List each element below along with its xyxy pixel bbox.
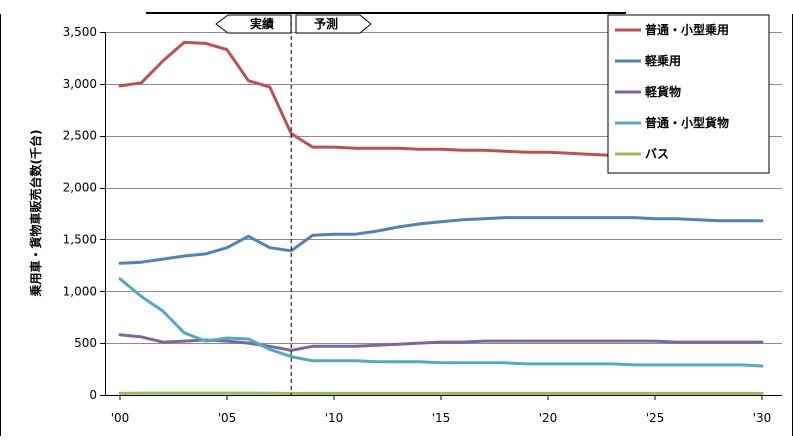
y-tick-label: 1,500 [63,232,97,246]
y-tick-label: 3,500 [63,25,97,39]
legend-box [608,15,769,173]
series-line [120,218,762,264]
x-tick-label: '15 [432,411,451,425]
legend-label: 普通・小型乗用 [645,22,729,37]
series-line [120,335,762,351]
y-tick-labels: 0 500 1,000 1,500 2,000 2,500 3,000 3,500 [63,25,97,402]
forecast-label: 予測 [314,16,338,31]
x-tick-label: '00 [111,411,130,425]
y-tick-label: 3,000 [63,77,97,91]
y-axis-title: 乗用車・貨物車販売台数(千台) [28,130,43,297]
actual-label: 実績 [250,16,274,31]
x-tick-label: '30 [753,411,772,425]
x-tick-label: '25 [646,411,665,425]
legend-label: バス [645,147,669,161]
x-tick-label: '10 [325,411,344,425]
legend-label: 普通・小型貨物 [645,115,729,130]
y-tick-label: 2,500 [63,129,97,143]
y-tick-label: 0 [89,388,97,402]
y-tick-label: 500 [74,336,97,350]
x-tick-label: '05 [218,411,237,425]
legend-label: 軽貨物 [645,84,681,99]
actual-annotation: 実績 [216,15,291,33]
x-tick-labels: '00 '05 '10 '15 '20 '25 '30 [111,395,772,425]
y-tick-label: 1,000 [63,284,97,298]
forecast-annotation: 予測 [296,15,371,33]
y-tick-label: 2,000 [63,181,97,195]
legend-label: 軽乗用 [645,53,681,68]
x-tick-label: '20 [539,411,558,425]
